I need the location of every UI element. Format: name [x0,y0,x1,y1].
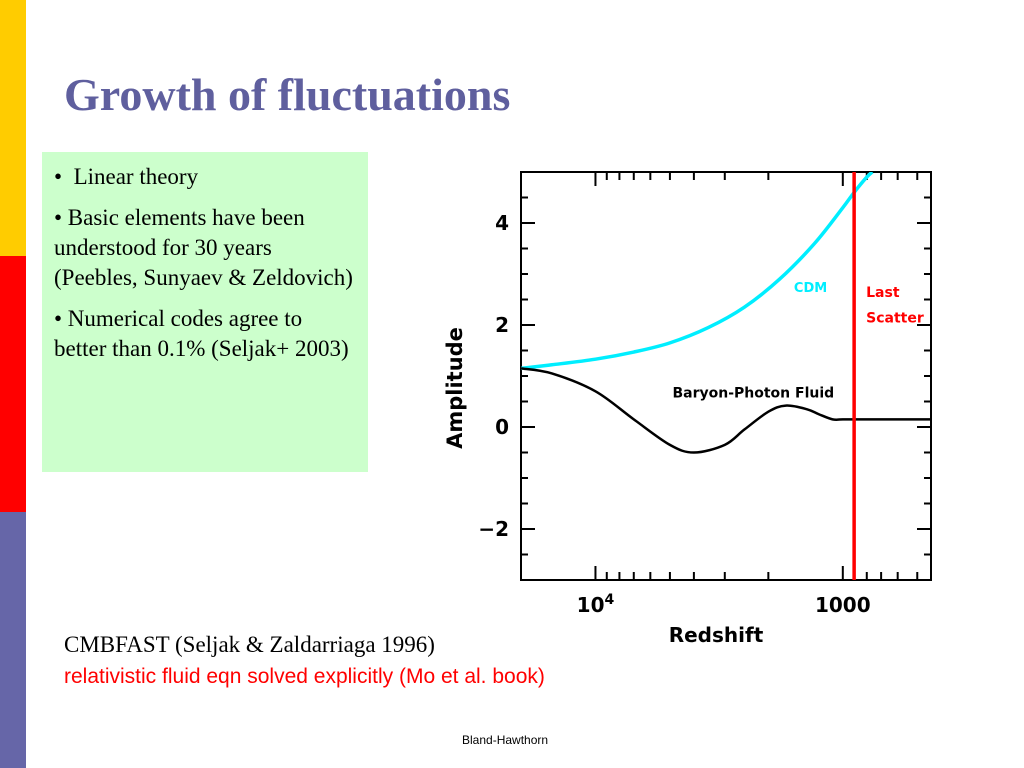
bullet-text: Linear theory [73,164,199,189]
accent-bar-red [0,256,26,512]
accent-bar-blue [0,512,26,768]
caption-cmbfast: CMBFAST (Seljak & Zaldarriaga 1996) [64,632,435,657]
y-tick-label: 2 [495,313,509,337]
bullet-item: • Numerical codes agree to better than 0… [54,306,349,361]
bullet-item: • Linear theory [54,162,358,192]
slide-title: Growth of fluctuations [64,69,511,120]
accent-bar-yellow [0,0,26,256]
bullet-box: • Linear theory • Basic elements have be… [42,152,368,472]
series-layer [521,172,931,580]
baryon-photon-fluid-line [521,367,931,454]
caption-mo-book: relativistic fluid eqn solved explicitly… [64,665,545,688]
last-scatter-label: Scatter [866,310,924,326]
y-tick-label: 0 [495,415,509,439]
amplitude-redshift-chart: 4 2 0 −2 104 1000 Redshift Amplitude CDM Baryon-P… [443,171,932,647]
last-scatter-label: Last [866,285,900,301]
bullet-item: • Basic elements have been understood fo… [54,205,353,290]
x-tick-label: 104 [577,592,615,617]
y-tick-label: −2 [478,517,509,541]
x-axis-label: Redshift [669,623,764,647]
label-layer: 4 2 0 −2 104 1000 Redshift Amplitude CDM Baryon-P… [443,211,924,647]
footer-author: Bland-Hawthorn [462,733,549,747]
axes-layer [520,171,932,581]
x-tick-label: 1000 [815,593,871,617]
series-label-baryon-photon: Baryon-Photon Fluid [672,385,834,401]
y-tick-label: 4 [495,211,509,235]
bullet-dot-icon: • [54,164,63,189]
y-axis-label: Amplitude [443,327,467,449]
plot-frame [520,171,932,581]
series-label-cdm: CDM [794,281,827,296]
cdm-line [521,172,874,371]
